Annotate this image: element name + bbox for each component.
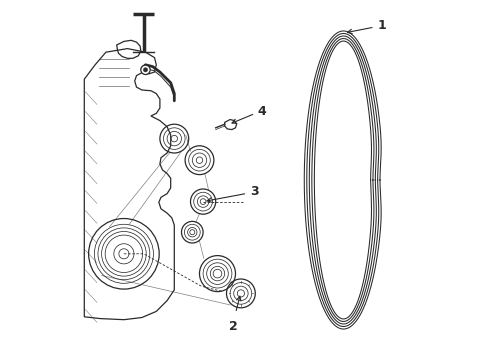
Text: 2: 2: [228, 320, 237, 333]
Text: 1: 1: [377, 19, 386, 32]
Circle shape: [141, 65, 150, 75]
Text: 4: 4: [257, 105, 266, 118]
Circle shape: [143, 68, 147, 72]
Text: 3: 3: [249, 185, 258, 198]
